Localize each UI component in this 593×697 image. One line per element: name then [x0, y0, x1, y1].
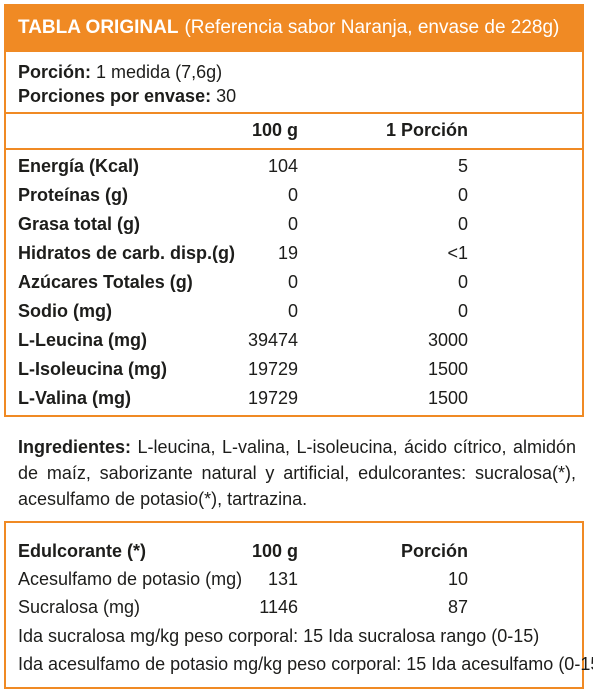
table-subtitle: (Referencia sabor Naranja, envase de 228… [184, 17, 560, 38]
sweetener-column-headers: Edulcorante (*) 100 g Porción [6, 538, 582, 566]
table-row: Sodio (mg) 0 0 [6, 299, 582, 328]
row-label: L-Isoleucina (mg) [18, 359, 168, 379]
sweetener-column-portion: Porción [400, 541, 468, 561]
nutrition-table: TABLA ORIGINAL (Referencia sabor Naranja… [4, 4, 584, 417]
table-row: Grasa total (g) 0 0 [6, 212, 582, 241]
row-value-100g: 104 [267, 156, 298, 176]
row-value-100g: 19729 [247, 388, 298, 408]
row-value-100g: 0 [287, 272, 298, 292]
table-row: Energía (Kcal) 104 5 [6, 154, 582, 183]
table-row: Azúcares Totales (g) 0 0 [6, 270, 582, 299]
portion-size-label: Porción: [18, 62, 92, 82]
column-header-portion: 1 Porción [385, 120, 468, 140]
column-headers: 100 g 1 Porción [6, 114, 582, 150]
row-value-portion: <1 [447, 243, 468, 263]
table-row: Hidratos de carb. disp.(g) 19 <1 [6, 241, 582, 270]
sweetener-name: Acesulfamo de potasio (mg) [18, 569, 243, 589]
row-value-100g: 39474 [247, 330, 298, 350]
row-value-portion: 1500 [427, 359, 468, 379]
column-header-100g: 100 g [251, 120, 298, 140]
row-label: L-Leucina (mg) [18, 330, 147, 350]
sweetener-value-portion: 87 [447, 597, 468, 617]
row-value-portion: 0 [457, 214, 468, 234]
table-row: L-Valina (mg) 19729 1500 [6, 386, 582, 415]
portion-count-label: Porciones por envase: [18, 86, 212, 106]
row-value-portion: 0 [457, 272, 468, 292]
portion-size-value: 1 medida (7,6g) [96, 62, 223, 82]
row-value-portion: 5 [457, 156, 468, 176]
sweetener-column-name: Edulcorante (*) [18, 541, 147, 561]
table-header: TABLA ORIGINAL (Referencia sabor Naranja… [6, 6, 582, 52]
table-row: Sucralosa (mg) 1146 87 [6, 594, 582, 622]
ida-acesulfame-line: Ida acesulfamo de potasio mg/kg peso cor… [18, 654, 593, 674]
row-label: L-Valina (mg) [18, 388, 132, 408]
row-value-100g: 19729 [247, 359, 298, 379]
row-label: Hidratos de carb. disp.(g) [18, 243, 236, 263]
portion-info: Porción: 1 medida (7,6g) Porciones por e… [6, 52, 582, 114]
row-label: Sodio (mg) [18, 301, 112, 321]
row-value-portion: 1500 [427, 388, 468, 408]
row-value-100g: 0 [287, 301, 298, 321]
sweetener-column-100g: 100 g [251, 541, 298, 561]
table-row: L-Leucina (mg) 39474 3000 [6, 328, 582, 357]
portion-size-line: Porción: 1 medida (7,6g) [18, 60, 570, 84]
row-label: Azúcares Totales (g) [18, 272, 193, 292]
row-value-100g: 0 [287, 214, 298, 234]
row-value-portion: 0 [457, 185, 468, 205]
sweetener-value-100g: 1146 [259, 597, 298, 617]
row-label: Proteínas (g) [18, 185, 129, 205]
row-value-100g: 0 [287, 185, 298, 205]
row-value-portion: 0 [457, 301, 468, 321]
table-row: Proteínas (g) 0 0 [6, 183, 582, 212]
table-title: TABLA ORIGINAL [18, 17, 179, 38]
row-value-100g: 19 [277, 243, 298, 263]
ingredients-text: L-leucina, L-valina, L-isoleucina, ácido… [18, 437, 576, 509]
sweetener-value-portion: 10 [447, 569, 468, 589]
row-label: Grasa total (g) [18, 214, 141, 234]
row-label: Energía (Kcal) [18, 156, 140, 176]
sweetener-value-100g: 131 [267, 569, 298, 589]
nutrition-rows: Energía (Kcal) 104 5 Proteínas (g) 0 0 G… [6, 150, 582, 415]
portion-count-line: Porciones por envase: 30 [18, 84, 570, 108]
ingredients-label: Ingredientes: [18, 437, 132, 457]
portion-count-value: 30 [216, 86, 237, 106]
table-row: L-Isoleucina (mg) 19729 1500 [6, 357, 582, 386]
ida-sucralose-line: Ida sucralosa mg/kg peso corporal: 15 Id… [18, 626, 540, 646]
table-row: Acesulfamo de potasio (mg) 131 10 [6, 566, 582, 594]
sweetener-name: Sucralosa (mg) [18, 597, 141, 617]
ingredients-paragraph: Ingredientes: L-leucina, L-valina, L-iso… [18, 434, 576, 512]
sweetener-table: Edulcorante (*) 100 g Porción Acesulfamo… [4, 521, 593, 689]
row-value-portion: 3000 [427, 330, 468, 350]
